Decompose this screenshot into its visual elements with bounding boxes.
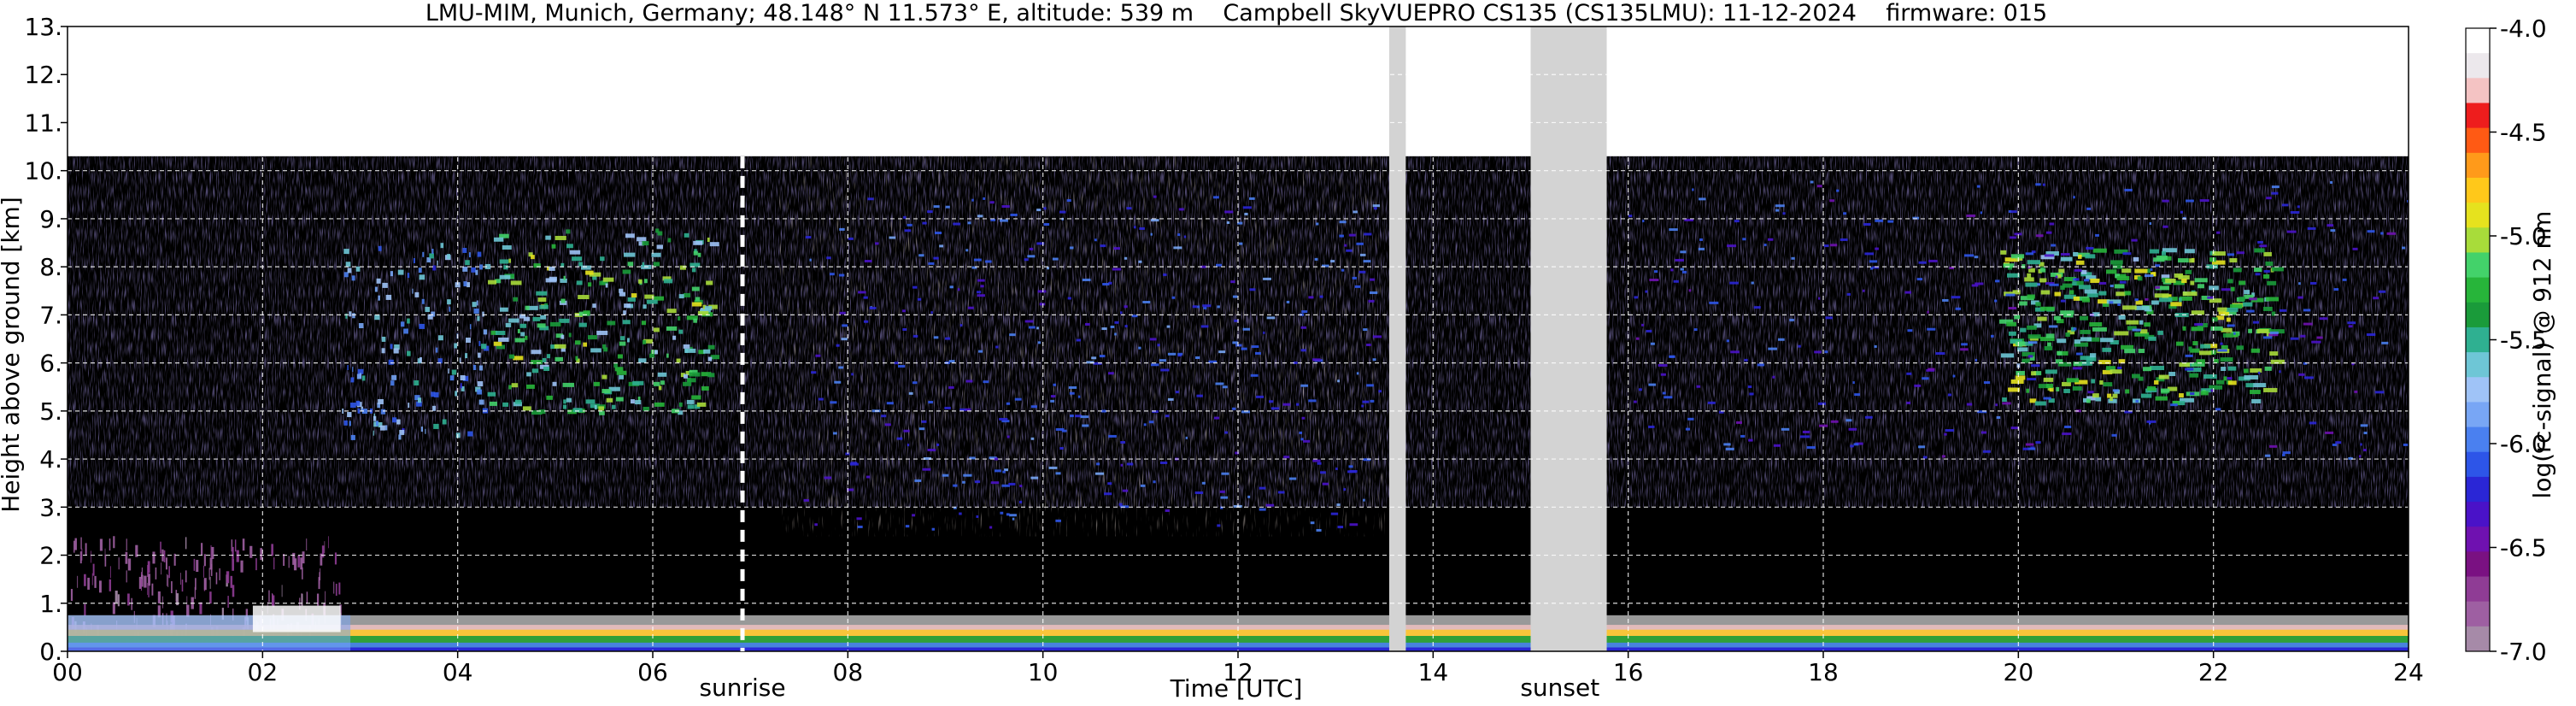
colorbar-tick-label: -7.0 — [2500, 638, 2547, 666]
y-tick-label: 4. — [39, 445, 62, 474]
colorbar-segment — [2466, 601, 2490, 627]
y-tick-label: 3. — [39, 493, 62, 521]
y-tick-label: 9. — [39, 205, 62, 233]
x-tick-label: 04 — [443, 658, 473, 686]
annotation-label: sunrise — [699, 674, 785, 702]
colorbar-segment — [2466, 327, 2490, 353]
colorbar-tick-label: -4.5 — [2500, 119, 2547, 147]
colorbar-segment — [2466, 152, 2490, 179]
y-tick-label: 13. — [24, 13, 62, 41]
y-tick-label: 7. — [39, 301, 62, 329]
x-axis: 00 02 04 06 08 10 12 14 16 18 20 22 24 — [52, 651, 2424, 686]
x-tick-label: 16 — [1613, 658, 1644, 686]
colorbar-segment — [2466, 177, 2490, 203]
x-tick-label: 24 — [2393, 658, 2424, 686]
colorbar-segment — [2466, 527, 2490, 552]
x-tick-label: 08 — [833, 658, 864, 686]
colorbar-segment — [2466, 203, 2490, 228]
colorbar-segment — [2466, 402, 2490, 428]
y-tick-label: 1. — [39, 590, 62, 618]
colorbar-segment — [2466, 302, 2490, 328]
colorbar-segment — [2466, 78, 2490, 103]
missing-data-1 — [1388, 26, 1406, 651]
x-tick-label: 10 — [1028, 658, 1059, 686]
y-tick-label: 5. — [39, 397, 62, 426]
colorbar-segment — [2466, 427, 2490, 453]
colorbar-tick-label: -5.0 — [2500, 222, 2547, 250]
plot-area — [67, 26, 2409, 652]
y-axis-label: Height above ground [km] — [0, 197, 25, 513]
strong-return-texture — [779, 156, 1385, 537]
y-axis: 0. 1. 2. 3. 4. 5. 6. 7. 8. 9. 10. 11. 12. 13. — [24, 13, 67, 666]
annotation-label: sunset — [1520, 674, 1599, 702]
colorbar-tick-label: -6.0 — [2500, 430, 2547, 458]
y-tick-label: 11. — [24, 109, 62, 137]
colorbar-segment — [2466, 502, 2490, 527]
colorbar-segment — [2466, 252, 2490, 279]
x-tick-label: 02 — [248, 658, 279, 686]
colorbar-segment — [2466, 352, 2490, 378]
colorbar-label: log(rc-signal) @ 912 nm — [2528, 211, 2556, 499]
y-tick-label: 6. — [39, 350, 62, 378]
x-tick-label: 00 — [52, 658, 83, 686]
colorbar-tick-label: -4.0 — [2500, 15, 2547, 43]
x-tick-label: 22 — [2198, 658, 2229, 686]
colorbar: -7.0 -6.5 -6.0 -5.5 -5.0 -4.5 -4.0 — [2465, 15, 2547, 666]
colorbar-segment — [2466, 476, 2490, 503]
y-tick-label: 2. — [39, 542, 62, 570]
x-tick-label: 14 — [1418, 658, 1449, 686]
y-tick-label: 10. — [24, 157, 62, 185]
y-tick-label: 0. — [39, 638, 62, 666]
colorbar-segment — [2466, 103, 2490, 129]
colorbar-segment — [2466, 28, 2490, 54]
x-tick-label: 06 — [637, 658, 668, 686]
annotations: sunrise sunset — [699, 156, 1599, 702]
colorbar-tick-label: -5.5 — [2500, 327, 2547, 355]
chart-title: LMU-MIM, Munich, Germany; 48.148° N 11.5… — [425, 0, 2047, 26]
x-axis-label: Time [UTC] — [1170, 674, 1303, 703]
colorbar-segment — [2466, 576, 2490, 603]
colorbar-segment — [2466, 127, 2490, 154]
colorbar-segment — [2466, 227, 2490, 253]
colorbar-segment — [2466, 451, 2490, 478]
colorbar-tick-label: -6.5 — [2500, 534, 2547, 562]
colorbar-segment — [2466, 53, 2490, 79]
x-tick-label: 20 — [2004, 658, 2034, 686]
x-tick-label: 12 — [1223, 658, 1253, 686]
colorbar-segment — [2466, 626, 2490, 652]
y-tick-label: 8. — [39, 253, 62, 281]
colorbar-segment — [2466, 551, 2490, 578]
grid-lines — [67, 26, 2409, 651]
y-tick-label: 12. — [24, 61, 62, 89]
colorbar-segment — [2466, 277, 2490, 303]
x-tick-label: 18 — [1808, 658, 1839, 686]
colorbar-segment — [2466, 377, 2490, 403]
missing-data-2 — [1530, 26, 1607, 651]
